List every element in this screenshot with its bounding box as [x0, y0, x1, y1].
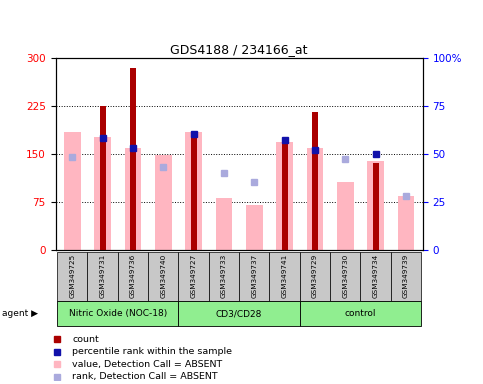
Text: GSM349731: GSM349731 [99, 254, 106, 298]
Text: count: count [72, 335, 99, 344]
Text: GSM349729: GSM349729 [312, 254, 318, 298]
Bar [300, 301, 421, 326]
Text: GSM349737: GSM349737 [251, 254, 257, 298]
Bar [57, 301, 178, 326]
Text: Nitric Oxide (NOC-18): Nitric Oxide (NOC-18) [69, 310, 167, 318]
Bar [270, 252, 300, 301]
Bar [276, 142, 293, 250]
Text: GSM349734: GSM349734 [372, 254, 379, 298]
Bar [215, 199, 232, 250]
Bar [148, 252, 178, 301]
Text: GSM349725: GSM349725 [69, 254, 75, 298]
Bar [99, 106, 106, 250]
Text: GSM349740: GSM349740 [160, 254, 166, 298]
Bar [94, 137, 111, 250]
Bar [246, 205, 263, 250]
Text: GSM349727: GSM349727 [191, 254, 197, 298]
Bar [367, 161, 384, 250]
Text: rank, Detection Call = ABSENT: rank, Detection Call = ABSENT [72, 372, 218, 381]
Bar [300, 252, 330, 301]
Bar [209, 252, 239, 301]
Text: GSM349741: GSM349741 [282, 254, 287, 298]
Text: GSM349736: GSM349736 [130, 254, 136, 298]
Text: value, Detection Call = ABSENT: value, Detection Call = ABSENT [72, 360, 223, 369]
Bar [360, 252, 391, 301]
Text: percentile rank within the sample: percentile rank within the sample [72, 347, 232, 356]
Bar [155, 155, 171, 250]
Bar [239, 252, 270, 301]
Text: GSM349739: GSM349739 [403, 254, 409, 298]
Bar [191, 132, 197, 250]
Bar [312, 112, 318, 250]
Bar [57, 252, 87, 301]
Bar [307, 149, 323, 250]
Text: CD3/CD28: CD3/CD28 [216, 310, 262, 318]
Text: GSM349733: GSM349733 [221, 254, 227, 298]
Bar [337, 182, 354, 250]
Text: GSM349730: GSM349730 [342, 254, 348, 298]
Bar [372, 163, 379, 250]
Bar [64, 132, 81, 250]
Bar [178, 301, 300, 326]
Title: GDS4188 / 234166_at: GDS4188 / 234166_at [170, 43, 308, 56]
Bar [130, 68, 136, 250]
Bar [398, 197, 414, 250]
Bar [87, 252, 118, 301]
Bar [178, 252, 209, 301]
Bar [185, 132, 202, 250]
Text: control: control [345, 310, 376, 318]
Bar [330, 252, 360, 301]
Bar [282, 141, 287, 250]
Bar [125, 149, 141, 250]
Text: agent ▶: agent ▶ [2, 310, 39, 318]
Bar [391, 252, 421, 301]
Bar [118, 252, 148, 301]
